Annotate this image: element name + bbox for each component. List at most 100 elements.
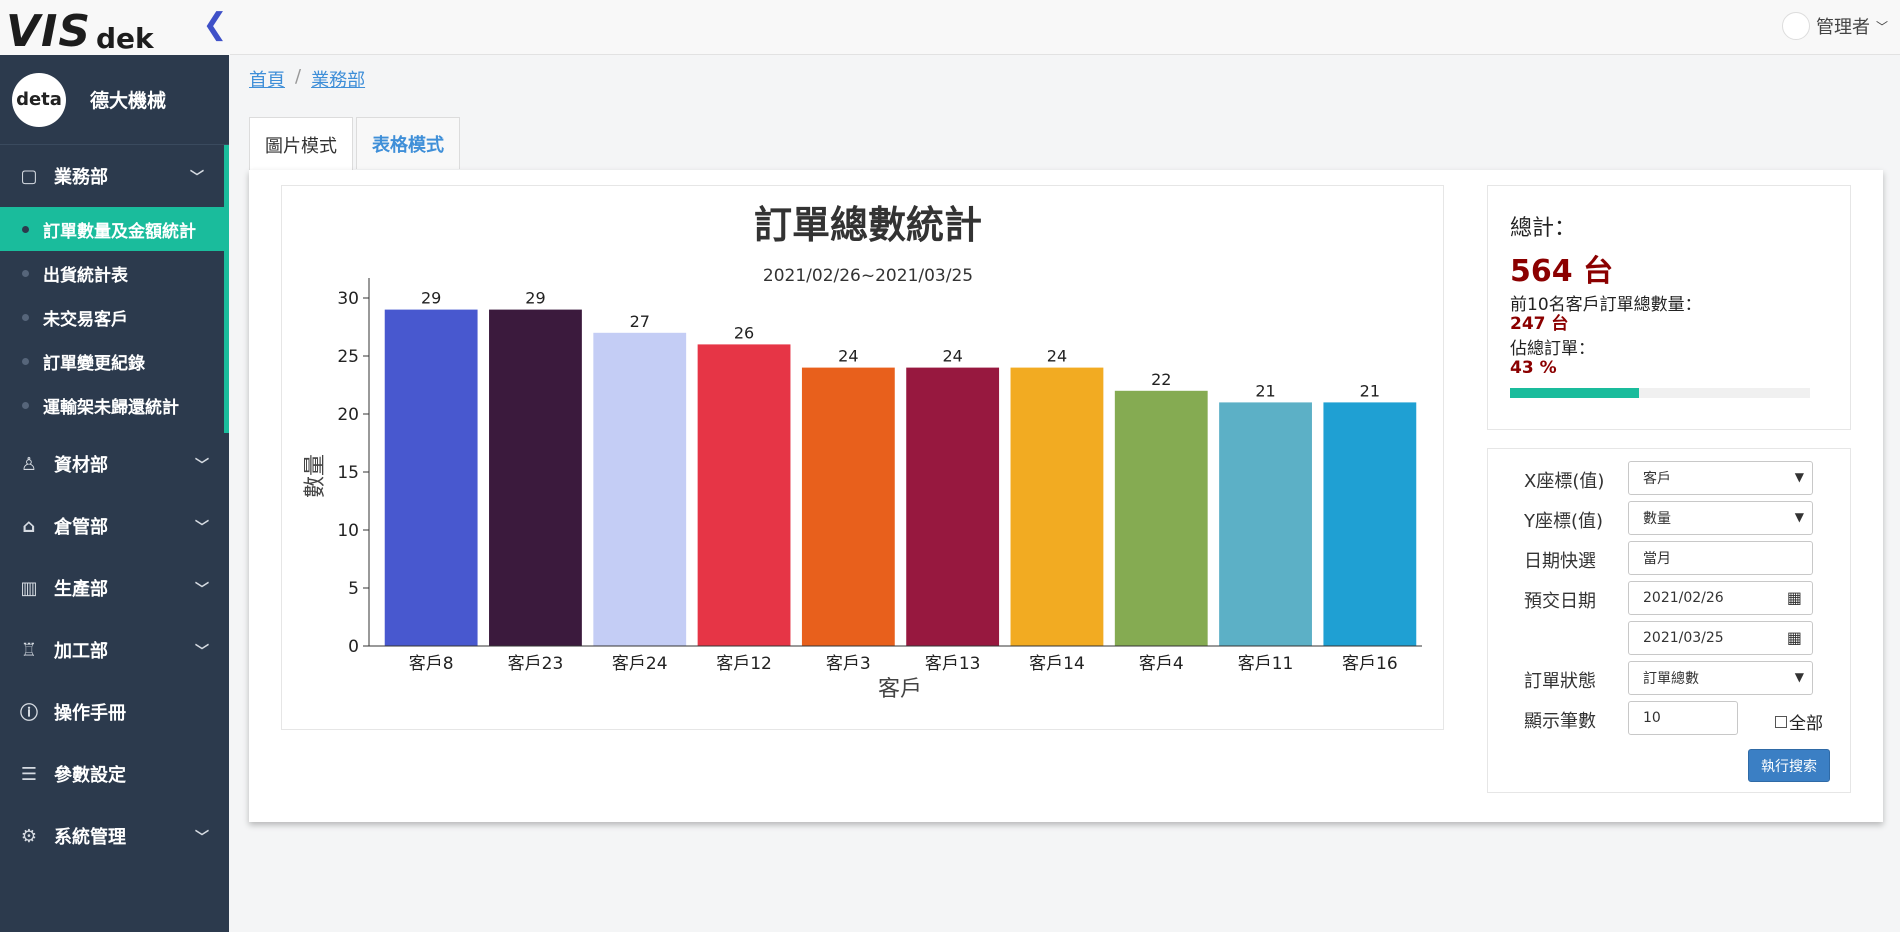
x-tick-label: 客戶14 (1029, 654, 1085, 674)
axes-layer: 客戶8 客戶23 客戶24 客戶12 客戶3 客戶13 客戶14 客戶4 客戶11 客戶16 0 5 1… (337, 278, 1422, 674)
sidebar-item-warehouse[interactable]: ⌂ 倉管部 ﹀ (0, 495, 229, 557)
x-tick-label: 客戶3 (826, 654, 871, 674)
sidebar-subitem-rack-return[interactable]: 運輸架未歸還統計 (0, 383, 224, 427)
chevron-down-icon: ﹀ (195, 830, 209, 846)
sidebar-item-production[interactable]: ▥ 生產部 ﹀ (0, 557, 229, 619)
summary-panel: 總計： 564 台 前10名客戶訂單總數量： 247 台 佔總訂單： 43 % (1487, 185, 1851, 430)
bar (801, 367, 895, 646)
sidebar-item-materials[interactable]: ♙ 資材部 ﹀ (0, 433, 229, 495)
avatar (1781, 12, 1810, 40)
sidebar-subitem-order-stats[interactable]: 訂單數量及金額統計 (0, 207, 224, 251)
bar-chart: 訂單總數統計 2021/02/26~2021/03/25 客戶 數量 29 292… (303, 203, 1422, 702)
all-checkbox[interactable]: 全部 (1775, 709, 1823, 734)
sidebar-item-system[interactable]: ⚙ 系統管理 ﹀ (0, 805, 229, 867)
sliders-icon: ☰ (20, 763, 38, 785)
date-end-value: 2021/03/25 (1643, 630, 1724, 646)
bullet-icon (22, 269, 29, 277)
bullet-icon (22, 313, 29, 321)
quick-date-input[interactable]: 當月 (1628, 541, 1813, 575)
order-status-label: 訂單狀態 (1524, 671, 1596, 692)
sidebar-item-parameters[interactable]: ☰ 參數設定 (0, 743, 229, 805)
sidebar-item-label: 操作手冊 (54, 703, 126, 724)
checkbox-icon[interactable] (1775, 715, 1787, 728)
y-tick-label: 5 (348, 579, 359, 599)
bar (1114, 390, 1208, 646)
display-count-value: 10 (1643, 710, 1661, 726)
calendar-icon[interactable]: ▦ (1786, 628, 1802, 647)
company-logo: deta (12, 72, 66, 127)
sidebar-subitem-shipping-stats[interactable]: 出貨統計表 (0, 251, 224, 295)
x-tick-label: 客戶8 (409, 654, 454, 674)
sidebar-item-label: 系統管理 (54, 827, 126, 848)
x-tick-label: 客戶16 (1342, 654, 1398, 674)
bar (489, 309, 582, 646)
filter-row-status: 訂單狀態 訂單總數 ▼ (1488, 661, 1852, 695)
bar-value-label: 26 (734, 323, 754, 342)
x-tick-label: 客戶23 (508, 654, 564, 674)
date-start-input[interactable]: 2021/02/26 ▦ (1628, 581, 1813, 615)
breadcrumb-home-link[interactable]: 首頁 (249, 70, 285, 91)
sidebar-item-label: 加工部 (54, 641, 108, 662)
chevron-down-icon: ▼ (1794, 510, 1804, 524)
filter-panel: X座標(值) 客戶 ▼ Y座標(值) 數量 ▼ 日期快選 當月 預交日期 202… (1487, 448, 1851, 793)
chevron-down-icon: ﹀ (190, 170, 204, 186)
sidebar-subitem-order-changes[interactable]: 訂單變更紀錄 (0, 339, 224, 383)
person-icon: ♙ (20, 453, 38, 475)
x-axis-select-value: 客戶 (1643, 471, 1671, 487)
search-button[interactable]: 執行搜索 (1748, 749, 1830, 782)
chevron-down-icon: ▼ (1794, 470, 1804, 484)
total-value: 564 台 (1510, 254, 1614, 289)
home-icon: ⌂ (22, 515, 36, 537)
filter-row-quick-date: 日期快選 當月 (1488, 541, 1852, 575)
tab-table-mode[interactable]: 表格模式 (356, 117, 460, 169)
x-tick-label: 客戶12 (716, 654, 772, 674)
display-count-input[interactable]: 10 (1628, 701, 1738, 735)
sidebar-item-processing[interactable]: ♖ 加工部 ﹀ (0, 619, 229, 681)
sidebar-subitem-inactive-customers[interactable]: 未交易客戶 (0, 295, 224, 339)
sidebar-item-label: 生產部 (54, 579, 108, 600)
y-axis-select[interactable]: 數量 ▼ (1628, 501, 1813, 535)
chevron-down-icon: ﹀ (195, 520, 209, 536)
sidebar-item-label: 倉管部 (54, 517, 108, 538)
all-checkbox-label: 全部 (1789, 714, 1823, 734)
y-axis-select-label: Y座標(值) (1524, 511, 1604, 532)
x-axis-select[interactable]: 客戶 ▼ (1628, 461, 1813, 495)
due-date-label: 預交日期 (1524, 591, 1596, 612)
sidebar-item-manual[interactable]: ⓘ 操作手冊 (0, 681, 229, 743)
sidebar-collapse-button[interactable]: ❮ (200, 8, 230, 42)
user-menu[interactable]: 管理者 ﹀ (1781, 12, 1888, 40)
breadcrumb-separator: / (295, 66, 302, 87)
bars-layer: 29 29 27 26 24 24 24 22 21 21 (384, 289, 1417, 646)
sidebar: deta 德大機械 ▢ 業務部 ﹀ 訂單數量及金額統計 出貨統計表 未交易客戶 … (0, 55, 229, 932)
bar-value-label: 24 (942, 347, 962, 366)
calendar-icon[interactable]: ▦ (1786, 588, 1802, 607)
gear-icon: ⚙ (20, 825, 38, 847)
tab-image-mode[interactable]: 圖片模式 (249, 117, 353, 171)
date-end-input[interactable]: 2021/03/25 ▦ (1628, 621, 1813, 655)
sidebar-item-sales[interactable]: ▢ 業務部 ﹀ (0, 145, 229, 207)
x-tick-label: 客戶11 (1238, 654, 1294, 674)
y-axis-select-value: 數量 (1643, 511, 1671, 527)
order-status-select[interactable]: 訂單總數 ▼ (1628, 661, 1813, 695)
bar-value-label: 21 (1360, 381, 1380, 400)
breadcrumb-current-link[interactable]: 業務部 (311, 70, 366, 91)
share-label: 佔總訂單： (1510, 339, 1595, 359)
chevron-down-icon: ﹀ (195, 582, 209, 598)
bar-value-label: 29 (421, 289, 441, 308)
bar-chart-icon: ▥ (20, 577, 38, 599)
bar (906, 367, 1000, 646)
quick-date-label: 日期快選 (1524, 551, 1596, 572)
sidebar-subitem-label: 訂單數量及金額統計 (43, 221, 196, 242)
tool-icon: ♖ (20, 639, 38, 661)
bar-value-label: 27 (630, 312, 650, 331)
share-value: 43 % (1510, 358, 1557, 378)
chart-title: 訂單總數統計 (754, 203, 982, 247)
y-tick-label: 20 (337, 405, 359, 425)
bar-value-label: 22 (1151, 370, 1171, 389)
filter-row-x: X座標(值) 客戶 ▼ (1488, 461, 1852, 495)
chart-subtitle: 2021/02/26~2021/03/25 (763, 266, 973, 286)
share-progress-fill (1510, 388, 1639, 398)
top10-label: 前10名客戶訂單總數量： (1510, 295, 1702, 315)
order-status-value: 訂單總數 (1643, 671, 1699, 687)
bullet-icon (22, 357, 29, 365)
